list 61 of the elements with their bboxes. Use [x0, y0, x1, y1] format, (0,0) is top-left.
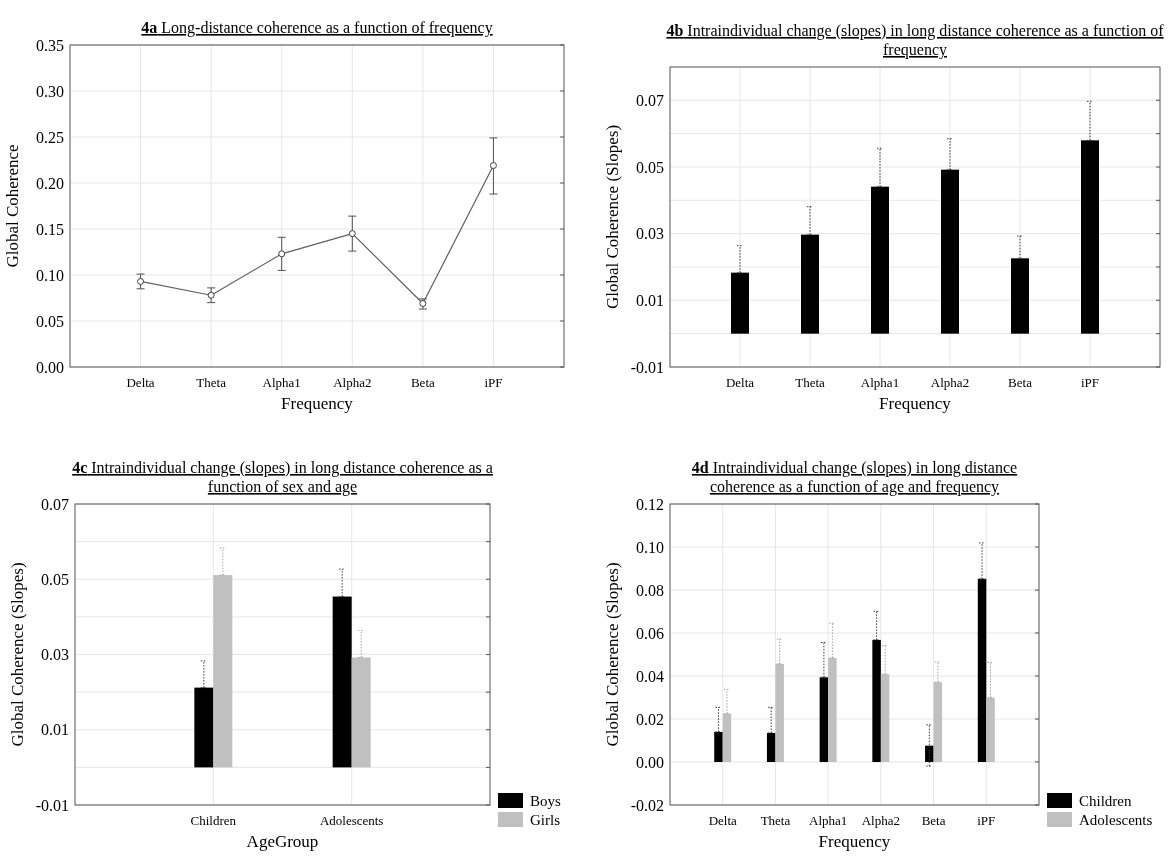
x-tick-label: Alpha2 — [333, 375, 372, 390]
x-tick-label: Alpha1 — [860, 375, 900, 390]
y-tick-label: 0.01 — [636, 291, 664, 309]
x-tick-label: Delta — [725, 375, 755, 390]
x-tick-label: iPF — [1080, 375, 1100, 390]
y-tick-label: 0.03 — [41, 646, 69, 664]
y-tick-label: -0.01 — [35, 796, 69, 814]
y-tick-label: 0.02 — [636, 710, 664, 728]
x-tick-label: Beta — [1008, 375, 1033, 390]
y-tick-label: 0.08 — [636, 581, 664, 599]
y-axis-title: Global Coherence (Slopes) — [603, 124, 622, 310]
x-tick-label: Alpha2 — [930, 375, 970, 390]
x-tick-label: Adolescents — [319, 813, 384, 828]
y-tick-label: 0.00 — [36, 358, 64, 376]
y-tick-label: 0.25 — [36, 128, 64, 146]
y-tick-label: 0.10 — [636, 538, 664, 556]
x-tick-label: Theta — [196, 375, 227, 390]
x-tick-label: Theta — [795, 375, 826, 390]
x-tick-label: Delta — [708, 813, 738, 828]
y-tick-label: 0.07 — [636, 91, 664, 109]
y-tick-label: 0.12 — [636, 495, 664, 513]
y-tick-label: 0.07 — [41, 495, 69, 513]
y-tick-label: 0.05 — [41, 570, 69, 588]
legend-label: Boys — [530, 793, 561, 810]
chart-title: 4b Intraindividual change (slopes) in long distance coherence as a function of frequency — [666, 22, 1165, 59]
legend-label: Girls — [530, 812, 561, 829]
chart-title: 4a Long-distance coherence as a function of frequency — [141, 19, 493, 37]
y-tick-label: 0.00 — [636, 753, 664, 771]
y-axis-title: Global Coherence (Slopes) — [603, 562, 622, 747]
x-tick-label: Children — [190, 813, 237, 828]
y-tick-label: 0.05 — [636, 158, 664, 176]
x-tick-label: Alpha2 — [861, 813, 900, 828]
x-tick-label: Beta — [921, 813, 946, 828]
x-tick-label: iPF — [484, 375, 503, 390]
y-tick-label: 0.06 — [636, 624, 664, 642]
y-axis-title: Global Coherence — [3, 144, 22, 268]
y-tick-label: 0.03 — [636, 225, 664, 243]
x-axis-title: Frequency — [818, 832, 891, 851]
x-tick-label: Theta — [760, 813, 791, 828]
chart-title: 4d Intraindividual change (slopes) in long distance coherence as a function of age and frequency — [691, 459, 1018, 496]
y-axis-title: Global Coherence (Slopes) — [8, 562, 27, 747]
y-tick-label: 0.15 — [36, 220, 64, 238]
y-tick-label: 0.20 — [36, 174, 64, 192]
x-axis-title: Frequency — [879, 394, 952, 413]
y-tick-label: 0.04 — [636, 667, 664, 685]
x-tick-label: Alpha1 — [262, 375, 301, 390]
y-tick-label: 0.01 — [41, 721, 69, 739]
y-tick-label: 0.10 — [36, 266, 64, 284]
y-tick-label: -0.02 — [630, 796, 664, 814]
x-tick-label: Beta — [410, 375, 435, 390]
x-tick-label: Delta — [126, 375, 155, 390]
y-tick-label: 0.30 — [36, 82, 64, 100]
chart-title: 4c Intraindividual change (slopes) in long distance coherence as a function of sex and age — [72, 459, 493, 496]
x-tick-label: Alpha1 — [809, 813, 848, 828]
x-axis-title: AgeGroup — [246, 832, 319, 851]
x-axis-title: Frequency — [281, 394, 354, 413]
y-tick-label: 0.35 — [36, 36, 64, 54]
legend-label: Children — [1079, 793, 1132, 810]
y-tick-label: 0.05 — [36, 312, 64, 330]
y-tick-label: -0.01 — [630, 358, 664, 376]
x-tick-label: iPF — [977, 813, 996, 828]
